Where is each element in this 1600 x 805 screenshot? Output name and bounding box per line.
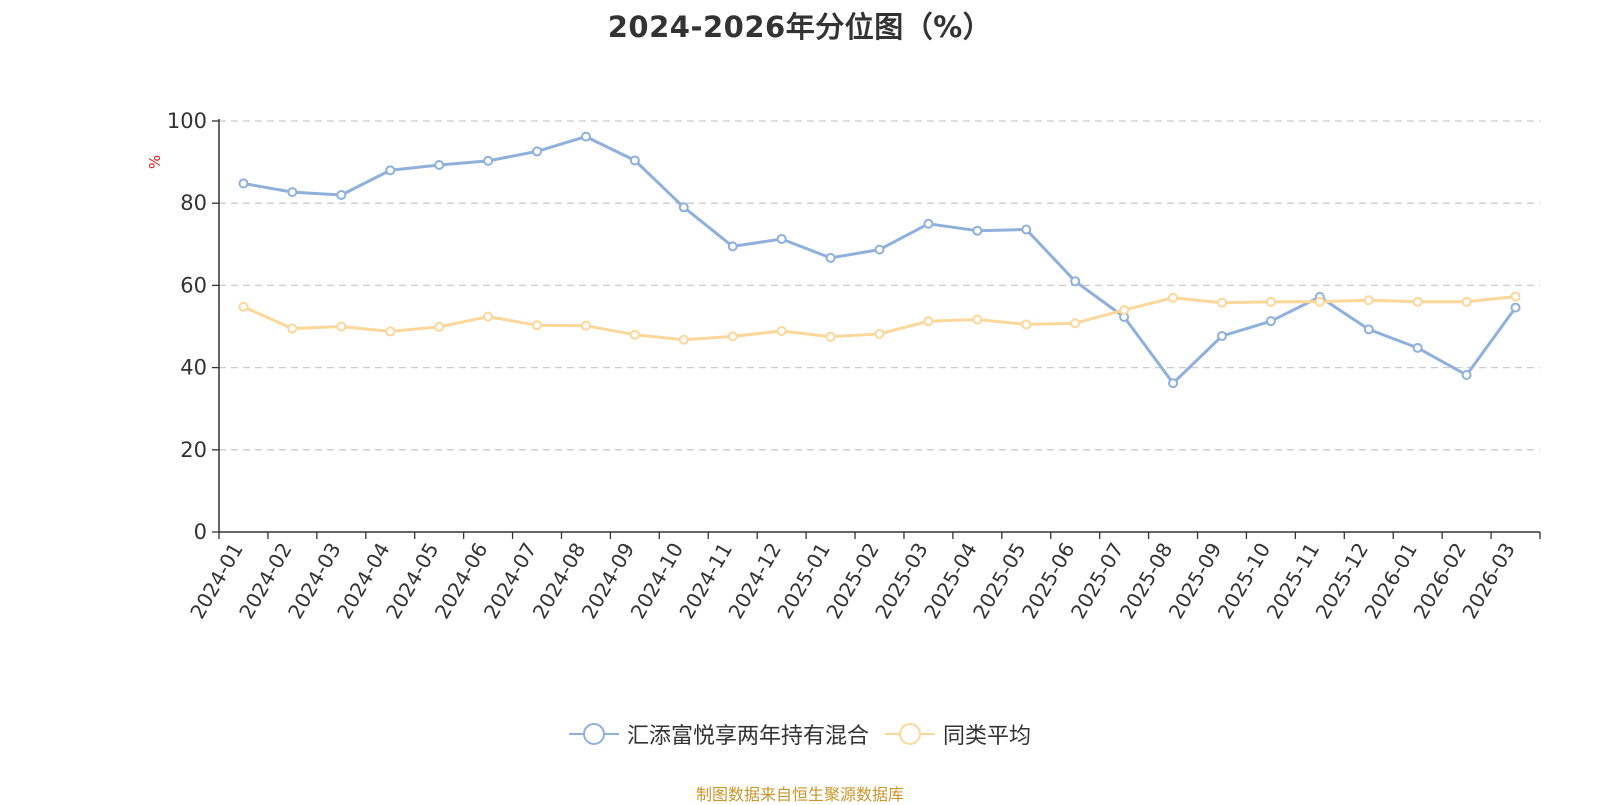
data-point <box>629 329 640 340</box>
series-lines <box>242 135 1517 385</box>
data-point <box>1216 297 1227 308</box>
y-tick-label: 80 <box>180 191 207 215</box>
data-source-note: 制图数据来自恒生聚源数据库 <box>695 785 904 804</box>
data-point <box>1412 342 1423 353</box>
data-point <box>1510 302 1521 313</box>
data-point <box>1168 378 1179 389</box>
data-point <box>580 131 591 142</box>
data-point <box>1510 291 1521 302</box>
data-point <box>385 326 396 337</box>
data-point <box>825 331 836 342</box>
data-point <box>1021 319 1032 330</box>
data-point <box>678 202 689 213</box>
data-point <box>727 241 738 252</box>
legend-item-1[interactable]: 汇添富悦享两年持有混合 <box>568 718 869 750</box>
data-point <box>776 233 787 244</box>
data-point <box>483 155 494 166</box>
data-point <box>776 326 787 337</box>
legend-item-2[interactable]: 同类平均 <box>885 718 1031 750</box>
data-point <box>825 252 836 263</box>
data-point <box>287 187 298 198</box>
data-point <box>1461 369 1472 380</box>
data-point <box>385 165 396 176</box>
data-point <box>1168 292 1179 303</box>
legend: 汇添富悦享两年持有混合 同类平均 <box>0 718 1600 750</box>
data-point <box>532 320 543 331</box>
data-point <box>727 331 738 342</box>
data-point <box>580 320 591 331</box>
legend-label: 汇添富悦享两年持有混合 <box>626 724 869 749</box>
legend-label: 同类平均 <box>943 724 1032 749</box>
data-point <box>1021 224 1032 235</box>
data-point <box>1119 305 1130 316</box>
data-point <box>874 328 885 339</box>
data-point <box>678 334 689 345</box>
axes: 020406080100%2024-012024-022024-032024-0… <box>146 109 1541 623</box>
data-point <box>1265 296 1276 307</box>
data-point <box>1363 324 1374 335</box>
data-point <box>287 323 298 334</box>
y-tick-label: 0 <box>194 520 207 544</box>
data-point <box>1216 330 1227 341</box>
data-point <box>532 146 543 157</box>
data-point <box>972 225 983 236</box>
y-axis-label: % <box>146 155 164 169</box>
data-point <box>336 189 347 200</box>
data-point <box>923 218 934 229</box>
y-tick-label: 20 <box>180 438 207 462</box>
data-point <box>1314 296 1325 307</box>
series-points <box>238 131 1521 389</box>
data-point <box>923 316 934 327</box>
data-point <box>972 314 983 325</box>
data-point <box>434 321 445 332</box>
data-point <box>1265 316 1276 327</box>
data-point <box>434 159 445 170</box>
y-tick-label: 100 <box>167 109 207 133</box>
data-point <box>1363 295 1374 306</box>
y-tick-label: 60 <box>180 273 207 297</box>
data-point <box>238 178 249 189</box>
data-point <box>483 311 494 322</box>
data-point <box>1412 296 1423 307</box>
data-point <box>1461 296 1472 307</box>
y-tick-label: 40 <box>180 356 207 380</box>
data-point <box>336 321 347 332</box>
data-point <box>1070 318 1081 329</box>
series-line-1 <box>243 135 1517 385</box>
grid-lines <box>219 120 1540 451</box>
legend-marker-icon <box>885 723 935 745</box>
data-point <box>1070 276 1081 287</box>
data-point <box>238 301 249 312</box>
data-point <box>629 155 640 166</box>
legend-marker-icon <box>568 723 619 745</box>
data-point <box>874 244 885 255</box>
chart-title: 2024-2026年分位图（%） <box>607 10 993 44</box>
